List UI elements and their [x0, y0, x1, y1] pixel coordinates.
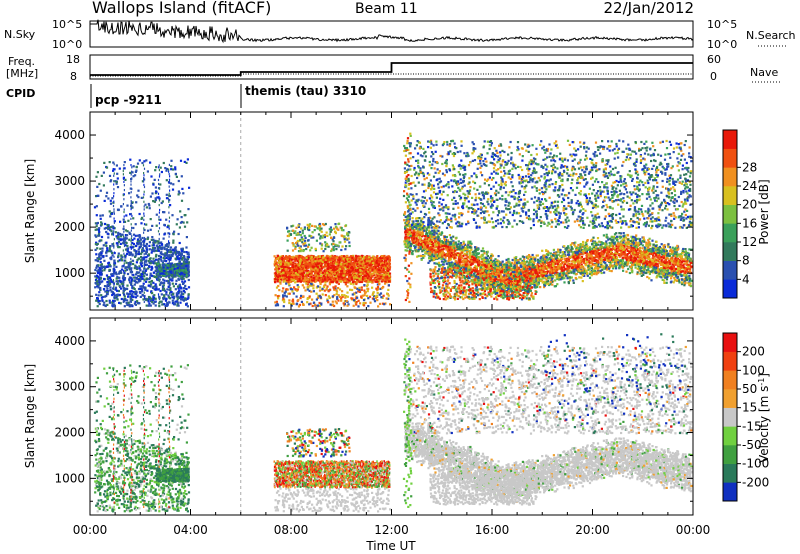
y-tick-label: 3000 [54, 174, 85, 188]
cpid-segment-2: themis (tau) 3310 [245, 84, 366, 98]
y-tick-label: 2000 [54, 426, 85, 440]
velocity-cbar-swatch [723, 351, 737, 371]
freq-tick-top: 18 [66, 53, 80, 66]
station-title: Wallops Island (fitACF) [92, 0, 271, 17]
power-ylabel: Slant Range [km] [23, 159, 37, 263]
velocity-cbar-tick-label: -200 [742, 475, 769, 489]
freq-panel [89, 54, 694, 80]
nsky-panel [89, 20, 694, 48]
velocity-cbar-swatch [723, 482, 737, 502]
power-cbar-tick-label: 4 [742, 272, 750, 286]
nave-label: Nave [750, 66, 778, 79]
velocity-ylabel: Slant Range [km] [23, 364, 37, 468]
freq-tick-bottom: 8 [70, 70, 77, 83]
power-cbar-frame [722, 129, 738, 299]
velocity-cbar-swatch [723, 389, 737, 408]
power-cbar-tick-label: 12 [742, 235, 757, 249]
power-cbar-swatch [723, 167, 737, 187]
cpid-label: CPID [6, 87, 35, 100]
power-cbar-swatch [723, 279, 737, 299]
power-cbar-swatch [723, 223, 737, 243]
x-tick-label: 16:00 [475, 523, 510, 537]
velocity-cbar-swatch [723, 333, 737, 352]
velocity-cbar-swatch [723, 407, 737, 427]
velocity-cbar-label: Velocity [m s-1] [757, 373, 771, 463]
velocity-cbar-swatch [723, 370, 737, 390]
nave-trace [90, 73, 693, 77]
cpid-segment-1: pcp -9211 [95, 93, 162, 107]
x-tick-label: 12:00 [374, 523, 409, 537]
nave-tick-top: 60 [707, 53, 721, 66]
y-tick-label: 2000 [54, 220, 85, 234]
power-cbar-tick-label: 16 [742, 216, 757, 230]
power-cbar-tick-label: 8 [742, 254, 750, 268]
freq-trace [90, 62, 693, 76]
y-tick-label: 1000 [54, 471, 85, 485]
velocity-cbar-tick-label: -100 [742, 457, 769, 471]
nsearch-label: N.Search [746, 29, 796, 42]
x-tick-label: 08:00 [274, 523, 309, 537]
velocity-cbar-tick-label: 15 [742, 401, 757, 415]
power-cbar-swatch [723, 186, 737, 205]
nsky-trace [90, 19, 694, 44]
nsearch-tick-top: 10^5 [707, 18, 737, 31]
x-axis-label: Time UT [365, 539, 416, 553]
power-cbar-tick-label: 24 [742, 179, 757, 193]
power-cbar-swatch [723, 148, 737, 168]
velocity-cbar-swatch [723, 445, 737, 464]
x-tick-label: 00:00 [73, 523, 108, 537]
nsky-tick-top: 10^5 [52, 18, 82, 31]
velocity-cbar-swatch [723, 426, 737, 446]
y-tick-label: 1000 [54, 266, 85, 280]
velocity-cbar-tick-label: 100 [742, 363, 765, 377]
freq-label-1: Freq. [8, 55, 35, 68]
power-cbar-tick-label: 20 [742, 198, 757, 212]
velocity-cbar-tick-label: 200 [742, 345, 765, 359]
power-cbar-swatch [723, 242, 737, 261]
y-tick-label: 4000 [54, 128, 85, 142]
y-tick-label: 4000 [54, 334, 85, 348]
power-cbar-tick-label: 28 [742, 160, 757, 174]
velocity-cbar-tick-label: -50 [742, 438, 762, 452]
nsky-label: N.Sky [4, 28, 36, 41]
velocity-cbar-swatch [723, 463, 737, 483]
velocity-cbar-tick-label: -15 [742, 419, 762, 433]
power-cbar-swatch [723, 204, 737, 224]
nave-tick-bottom: 0 [710, 70, 717, 83]
date-label: 22/Jan/2012 [604, 0, 695, 17]
velocity-cbar-frame [722, 332, 738, 502]
nsearch-tick-bottom: 10^0 [707, 38, 737, 51]
power-cbar-swatch [723, 130, 737, 149]
x-tick-label: 04:00 [173, 523, 208, 537]
nsky-tick-bottom: 10^0 [52, 38, 82, 51]
freq-label-2: [MHz] [6, 67, 38, 80]
power-cbar-label: Power [dB] [757, 179, 771, 244]
velocity-cbar-tick-label: 50 [742, 382, 757, 396]
power-cbar-swatch [723, 260, 737, 280]
x-tick-label: 00:00 [676, 523, 711, 537]
beam-label: Beam 11 [355, 1, 418, 17]
y-tick-label: 3000 [54, 380, 85, 394]
x-tick-label: 20:00 [575, 523, 610, 537]
